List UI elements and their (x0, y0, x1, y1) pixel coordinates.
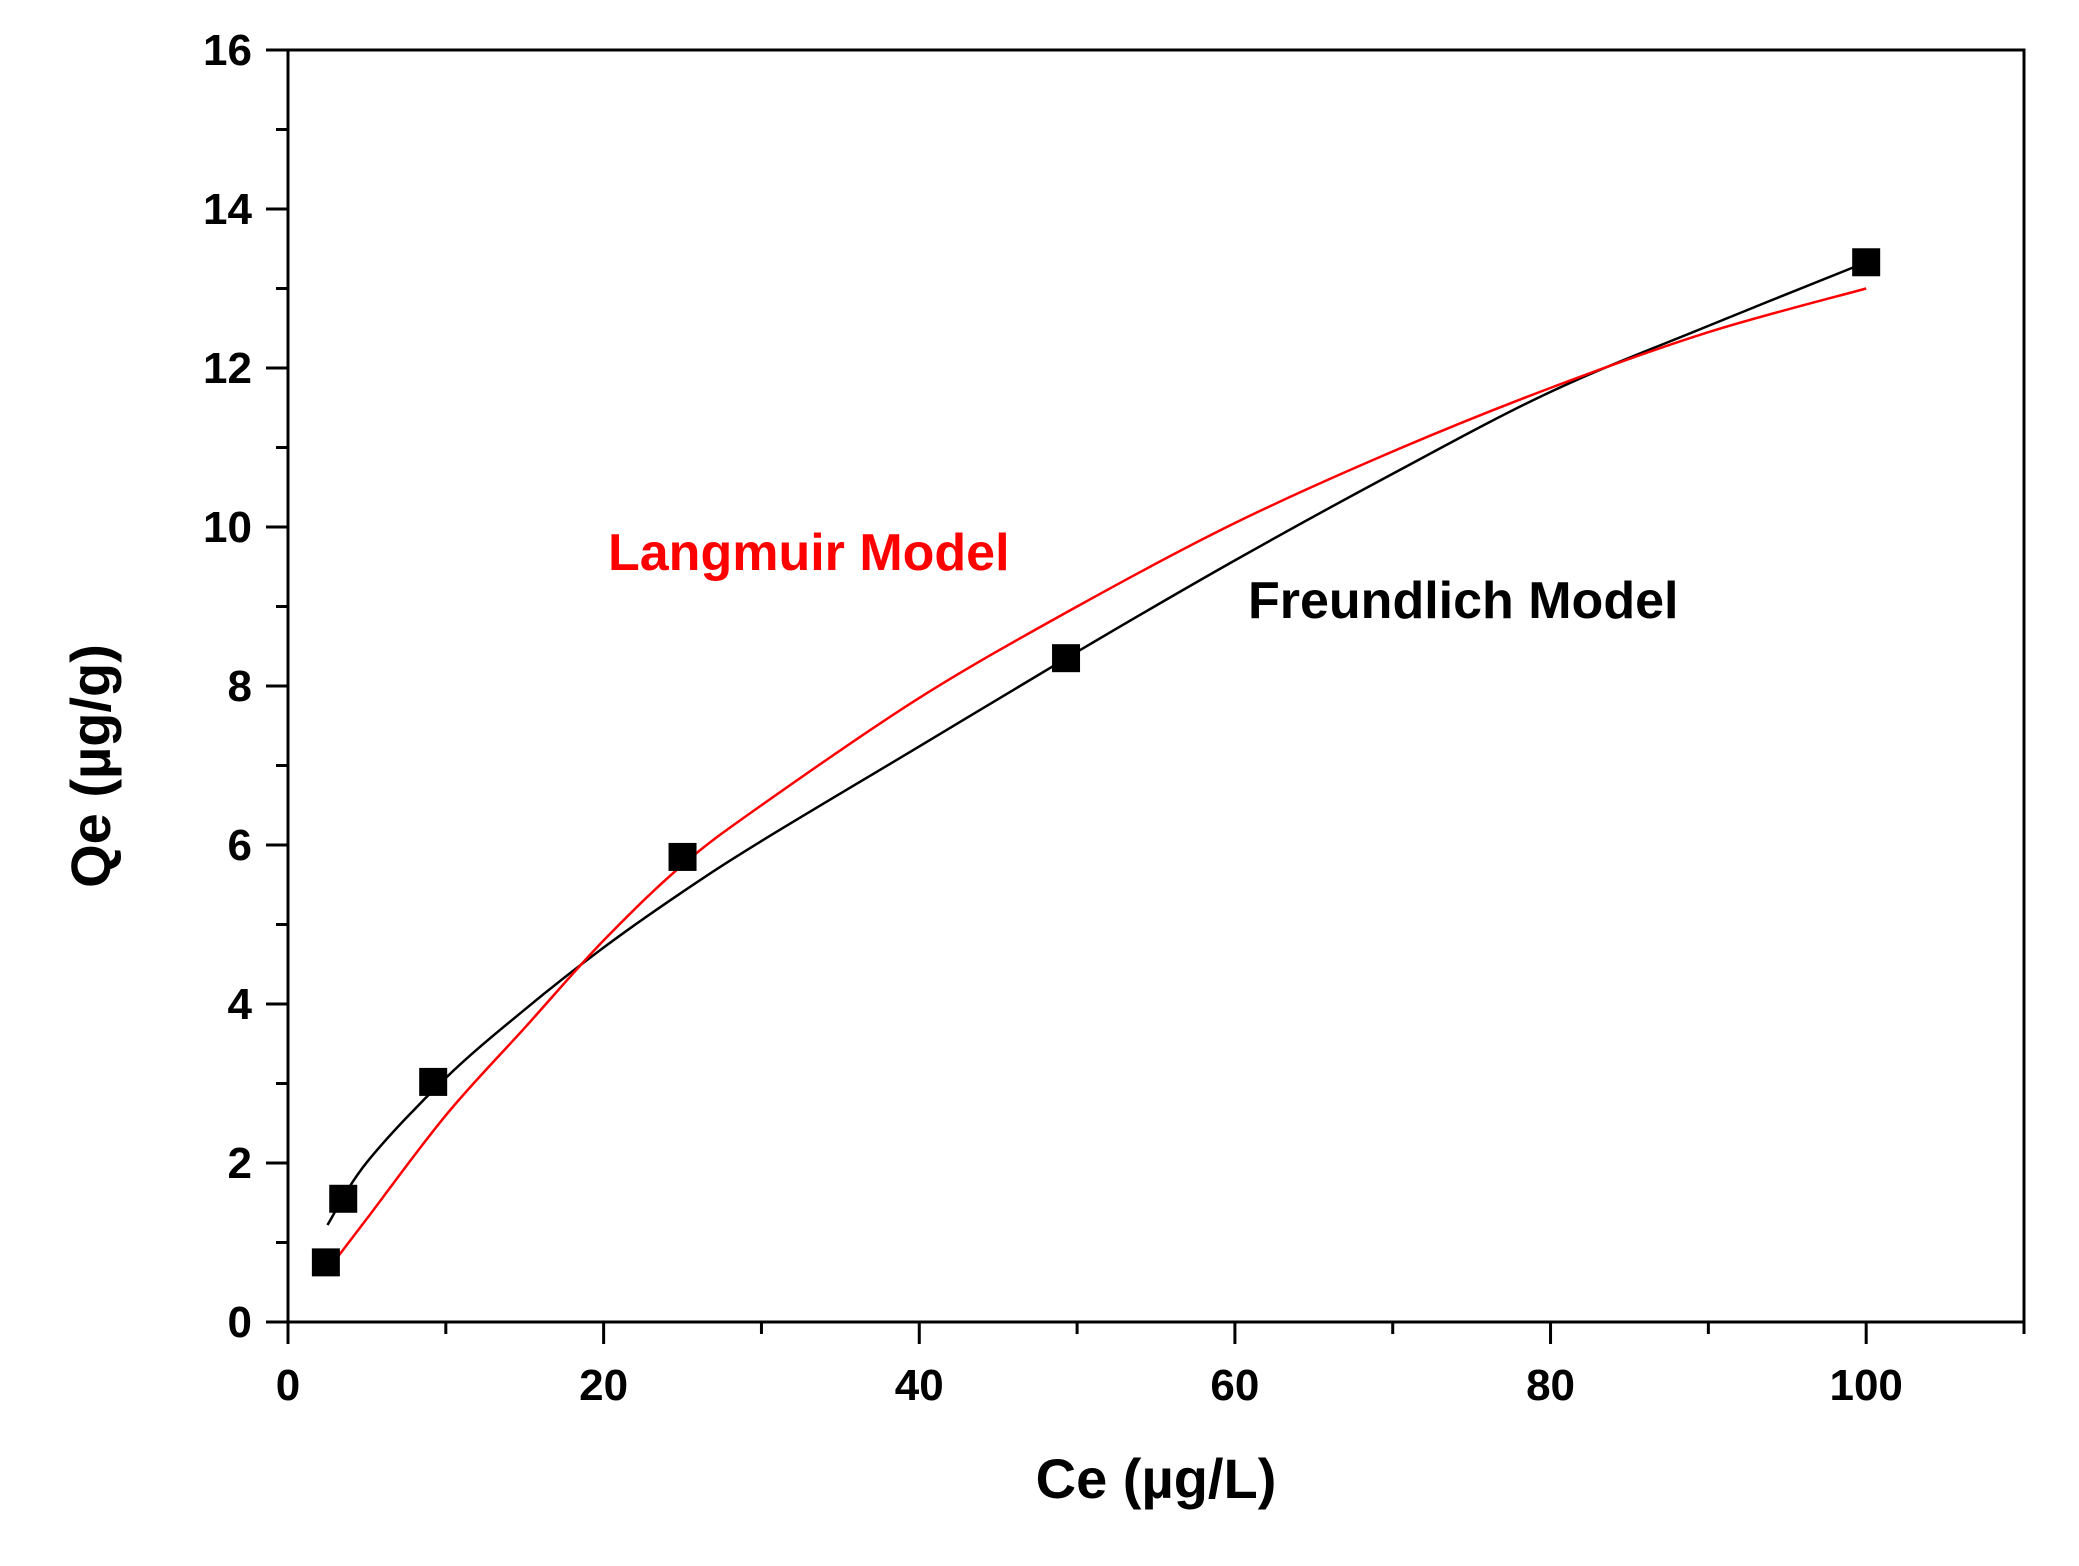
y-tick-label: 16 (203, 26, 252, 75)
curves-layer (326, 261, 1867, 1272)
x-tick-label: 60 (1210, 1361, 1259, 1410)
data-point (1052, 644, 1081, 673)
y-tick-label: 10 (203, 503, 252, 552)
x-tick-label: 20 (579, 1361, 628, 1410)
y-tick-label: 2 (228, 1139, 252, 1188)
y-tick-label: 12 (203, 344, 252, 393)
y-tick-label: 8 (228, 662, 252, 711)
data-point (419, 1067, 448, 1096)
data-point (329, 1184, 358, 1213)
data-point (668, 842, 697, 871)
freundlich-model-curve (326, 261, 1867, 1226)
x-tick-label: 40 (895, 1361, 944, 1410)
data-point (1852, 248, 1881, 277)
langmuir-model-curve (326, 287, 1867, 1272)
y-tick-label: 6 (228, 821, 252, 870)
tick-labels-layer: 0 20 40 60 80 100 0 2 4 6 8 10 12 14 16 (203, 26, 1903, 1410)
x-tick-label: 0 (276, 1361, 300, 1410)
langmuir-model-label: Langmuir Model (608, 524, 1010, 582)
plot-frame (286, 48, 2026, 1324)
x-tick-label: 80 (1526, 1361, 1575, 1410)
freundlich-model-label: Freundlich Model (1248, 572, 1678, 630)
y-tick-label: 0 (228, 1298, 252, 1347)
ticks-layer (266, 48, 2026, 1344)
y-tick-label: 14 (203, 185, 252, 234)
y-axis-title: Qe (µg/g) (59, 644, 122, 888)
x-axis-title: Ce (µg/L) (1036, 1447, 1277, 1510)
points-layer (311, 248, 1881, 1277)
y-tick-label: 4 (228, 980, 253, 1029)
data-point (311, 1248, 340, 1277)
x-tick-label: 100 (1829, 1361, 1902, 1410)
